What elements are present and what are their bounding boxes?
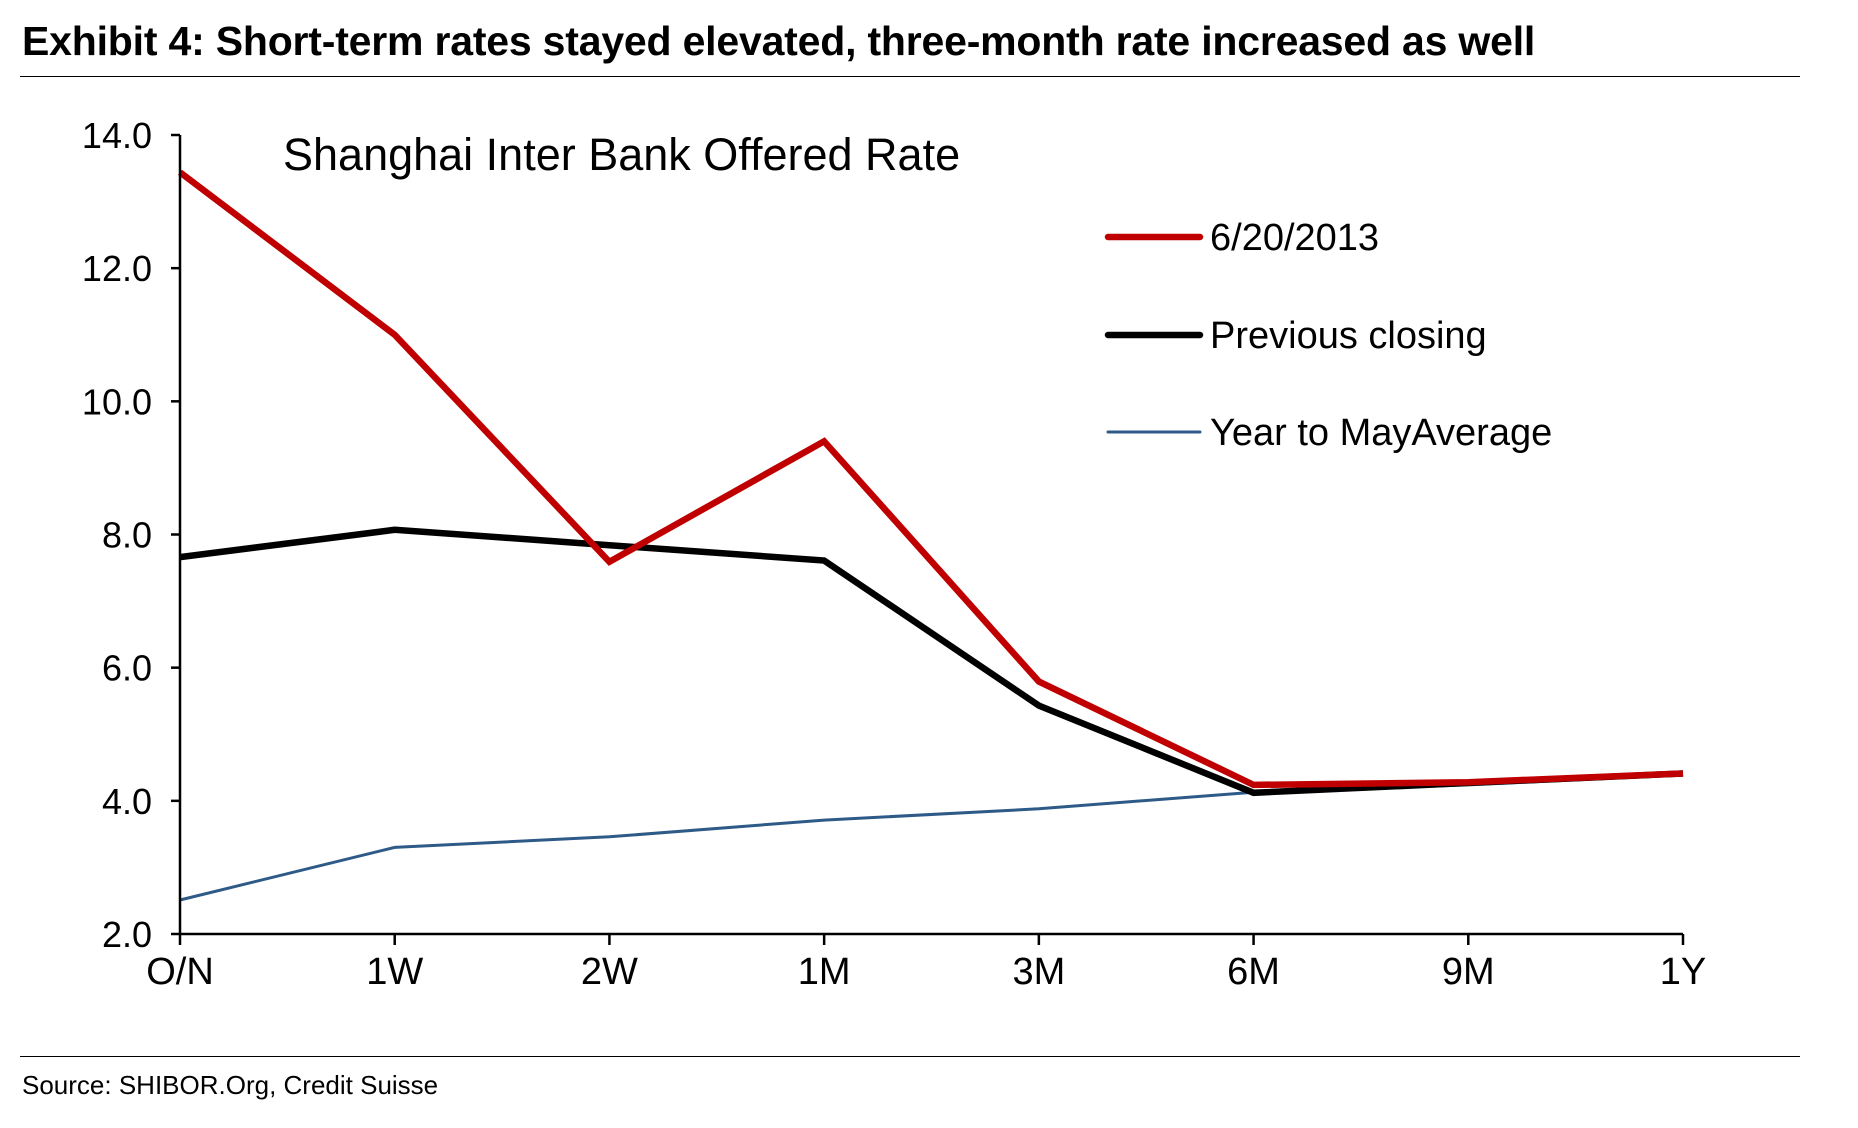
x-tick-label: 2W [581,951,638,993]
source-note: Source: SHIBOR.Org, Credit Suisse [22,1070,439,1100]
x-tick-label: 1M [798,951,851,993]
legend: 6/20/2013 Previous closing Year to MayAver… [1104,217,1552,454]
series-line-2 [179,526,1684,797]
axes-layer: 2.0 4.0 6.0 8.0 10.0 12.0 14.0 O/N 1W 2W 1M 3M 6M 9M 1… [82,115,1706,993]
y-tick-label: 4.0 [102,781,152,822]
x-tick-label: 6M [1227,951,1280,993]
y-tick-label: 14.0 [82,115,152,156]
series-line-3 [179,773,1684,902]
legend-label: Previous closing [1210,315,1487,357]
exhibit-title: Exhibit 4: Short-term rates stayed eleva… [22,18,1536,64]
y-tick-label: 8.0 [102,515,152,556]
series-line-1 [178,169,1684,789]
legend-label: 6/20/2013 [1210,217,1379,259]
x-tick-label: O/N [146,951,214,993]
series-layer [178,169,1684,902]
chart-title: Shanghai Inter Bank Offered Rate [283,129,960,180]
title-rule [20,76,1800,77]
y-tick-label: 2.0 [102,914,152,955]
footer-rule [20,1056,1800,1057]
legend-label: Year to MayAverage [1210,412,1552,454]
x-tick-label: 9M [1442,951,1495,993]
y-tick-label: 12.0 [82,248,152,289]
y-tick-label: 6.0 [102,648,152,689]
x-tick-label: 3M [1012,951,1065,993]
y-tick-label: 10.0 [82,381,152,422]
x-tick-label: 1W [366,951,423,993]
x-tick-label: 1Y [1660,951,1706,993]
